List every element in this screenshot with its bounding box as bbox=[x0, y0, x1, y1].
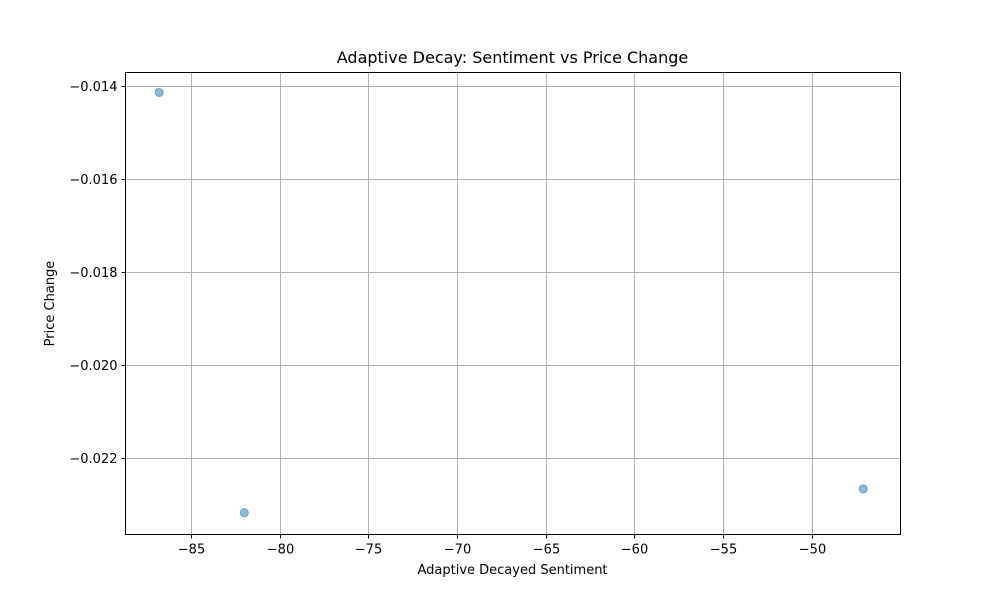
y-tick-label: −0.020 bbox=[69, 359, 117, 374]
x-tick-label: −60 bbox=[621, 543, 648, 558]
x-tick-label: −75 bbox=[355, 543, 382, 558]
x-tick-label: −80 bbox=[267, 543, 294, 558]
chart-title: Adaptive Decay: Sentiment vs Price Chang… bbox=[337, 48, 689, 67]
y-tick-label: −0.022 bbox=[69, 452, 117, 467]
x-tick-label: −70 bbox=[444, 543, 471, 558]
y-tick-label: −0.016 bbox=[69, 173, 117, 188]
axis-ticks: −85 −80 −75 −70 −65 −60 −55 −50 −0.022 −0.020 −0.0… bbox=[69, 80, 826, 558]
y-tick-label: −0.014 bbox=[69, 80, 117, 95]
scatter-point bbox=[858, 484, 868, 494]
data-points bbox=[154, 87, 868, 518]
plot-area-frame bbox=[125, 72, 901, 535]
x-axis-label: Adaptive Decayed Sentiment bbox=[417, 563, 607, 578]
y-axis-label: Price Change bbox=[43, 261, 58, 347]
x-tick-label: −55 bbox=[710, 543, 737, 558]
grid bbox=[125, 72, 901, 535]
x-tick-label: −65 bbox=[533, 543, 560, 558]
scatter-point bbox=[239, 508, 249, 518]
x-tick-label: −85 bbox=[178, 543, 205, 558]
y-tick-label: −0.018 bbox=[69, 266, 117, 281]
scatter-point bbox=[154, 87, 164, 97]
x-tick-label: −50 bbox=[799, 543, 826, 558]
